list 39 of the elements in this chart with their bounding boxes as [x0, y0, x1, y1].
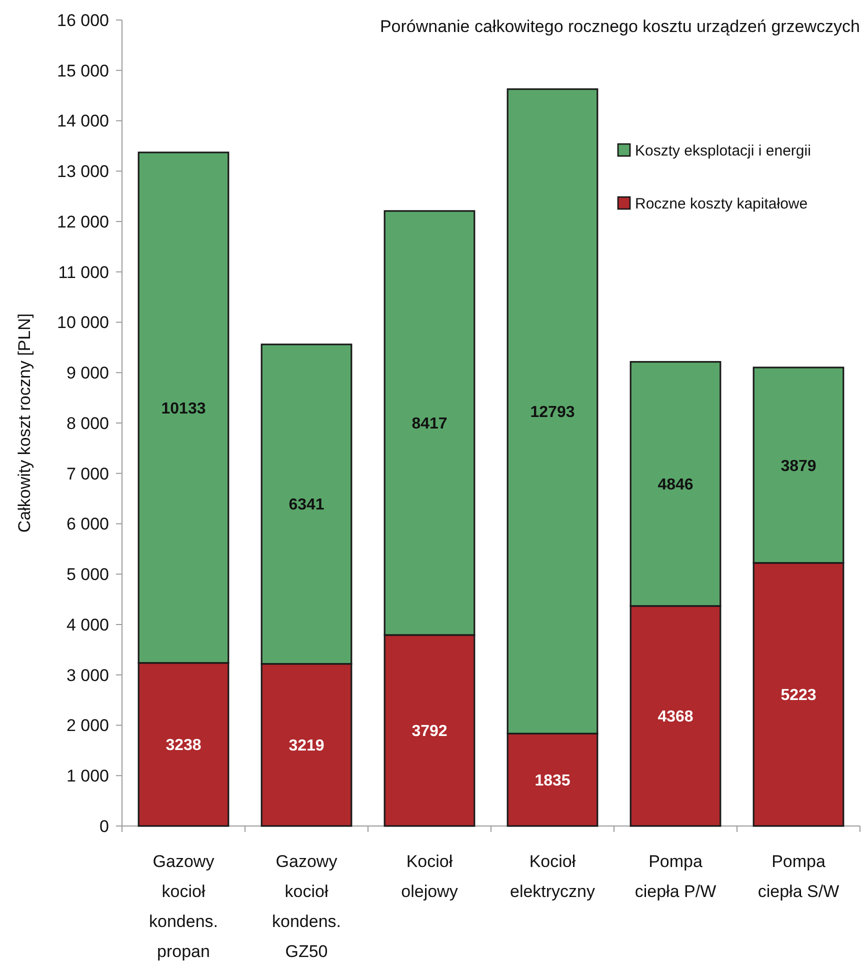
y-tick-label: 6 000 [66, 514, 109, 534]
y-tick-label: 8 000 [66, 414, 109, 433]
data-label: 3238 [166, 737, 202, 754]
data-label: 4368 [658, 708, 694, 726]
data-label: 3219 [288, 738, 324, 755]
y-tick-label: 14 000 [57, 112, 109, 131]
data-label: 1835 [534, 772, 570, 790]
x-tick-label: Kocioł elektryczny [510, 852, 596, 901]
x-tick-label: Gazowy kocioł kondens. GZ50 [272, 852, 341, 961]
y-tick-label: 11 000 [58, 262, 109, 282]
chart-title: Porównanie całkowitego rocznego kosztu urządzeń grzewczych [380, 17, 860, 36]
legend-label: Koszty eksplotacji i energii [635, 142, 811, 160]
y-tick-label: 9 000 [66, 364, 109, 383]
data-label: 4846 [658, 476, 694, 494]
data-label: 8417 [412, 416, 448, 433]
data-label: 12793 [530, 404, 575, 421]
y-tick-label: 0 [100, 816, 109, 836]
data-label: 3879 [780, 458, 816, 475]
y-tick-label: 3 000 [66, 666, 109, 685]
y-tick-label: 7 000 [66, 464, 109, 484]
x-tick-label: Gazowy kocioł kondens. propan [149, 852, 218, 961]
legend-label: Roczne koszty kapitałowe [635, 195, 808, 212]
data-label: 10133 [161, 400, 206, 418]
y-tick-label: 2 000 [66, 716, 109, 736]
y-tick-label: 10 000 [57, 313, 109, 332]
x-tick-label: Pompa ciepła P/W [634, 852, 716, 901]
data-label: 3792 [412, 723, 448, 740]
y-tick-label: 16 000 [57, 10, 109, 30]
x-tick-label: Kocioł olejowy [401, 852, 458, 901]
y-tick-label: 5 000 [66, 565, 109, 584]
y-tick-label: 1 000 [66, 766, 109, 786]
y-tick-label: 4 000 [66, 615, 109, 634]
data-label: 6341 [288, 496, 324, 514]
data-label: 5223 [780, 687, 816, 704]
x-tick-label: Pompa ciepła S/W [758, 852, 840, 901]
y-tick-label: 13 000 [57, 162, 109, 182]
y-axis-title: Całkowity koszt roczny [PLN] [15, 313, 34, 533]
y-tick-label: 12 000 [57, 212, 109, 232]
y-tick-label: 15 000 [57, 61, 109, 80]
